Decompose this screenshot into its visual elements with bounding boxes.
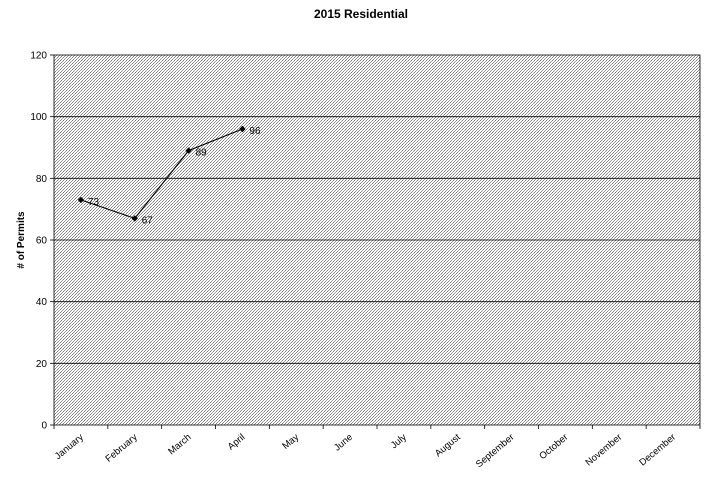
x-tick-label-october: October: [537, 432, 570, 462]
chart-title: 2015 Residential: [314, 7, 408, 21]
x-tick-label-july: July: [389, 432, 409, 451]
y-tick-label-0: 0: [41, 421, 47, 432]
x-tick-label-march: March: [166, 432, 193, 457]
x-axis-ticks: January February March April May June July Augu…: [53, 425, 701, 470]
data-label-april: 96: [249, 126, 261, 137]
gridlines: [54, 116, 700, 364]
x-tick-label-february: February: [103, 432, 139, 465]
data-point-january: [77, 196, 85, 204]
y-tick-label-100: 100: [30, 112, 47, 123]
y-tick-label-80: 80: [36, 174, 48, 185]
series-line: [80, 128, 243, 220]
y-tick-label-40: 40: [36, 297, 48, 308]
x-tick-label-june: June: [332, 432, 355, 454]
data-series: 73 67 89 96: [77, 125, 261, 226]
data-label-february: 67: [142, 215, 154, 226]
x-tick-label-august: August: [433, 432, 463, 460]
x-tick-label-november: November: [584, 432, 625, 469]
data-point-march: [185, 147, 192, 154]
x-tick-label-september: September: [474, 432, 517, 470]
y-tick-label-20: 20: [36, 359, 48, 370]
x-tick-label-december: December: [637, 432, 678, 469]
data-label-march: 89: [196, 148, 208, 159]
y-axis-label: # of Permits: [16, 211, 27, 269]
y-axis-ticks: 0 20 40 60 80 100 120: [30, 51, 54, 432]
x-tick-label-january: January: [53, 432, 86, 462]
x-tick-label-april: April: [226, 432, 248, 453]
data-point-february: [131, 215, 138, 222]
y-tick-label-60: 60: [36, 236, 48, 247]
data-point-april: [239, 125, 246, 133]
y-tick-label-120: 120: [30, 51, 47, 62]
data-label-january: 73: [88, 197, 100, 208]
x-tick-label-may: May: [280, 432, 301, 452]
